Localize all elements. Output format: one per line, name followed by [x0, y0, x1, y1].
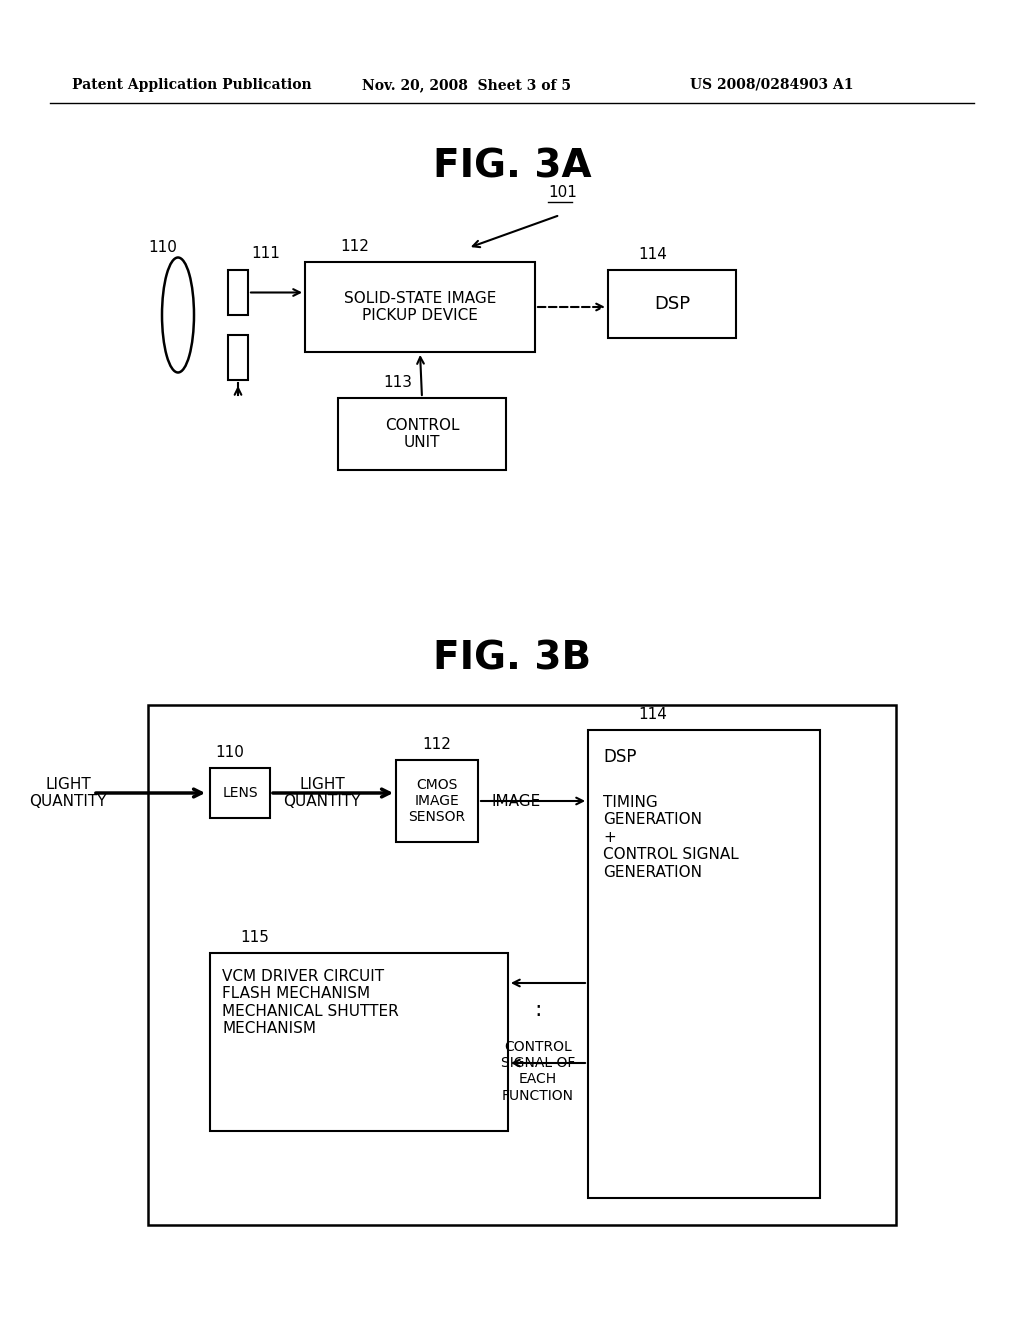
Text: Nov. 20, 2008  Sheet 3 of 5: Nov. 20, 2008 Sheet 3 of 5 [362, 78, 571, 92]
Text: 101: 101 [548, 185, 577, 201]
Bar [228, 271, 248, 315]
Bar [588, 730, 820, 1199]
Bar [338, 399, 506, 470]
Text: 110: 110 [148, 240, 177, 255]
Bar [210, 953, 508, 1131]
Bar [305, 261, 535, 352]
Text: :: : [535, 1001, 542, 1020]
Text: 112: 112 [423, 737, 452, 752]
Text: FIG. 3A: FIG. 3A [433, 148, 591, 186]
Text: 114: 114 [638, 247, 667, 261]
Bar [148, 705, 896, 1225]
Text: FIG. 3B: FIG. 3B [433, 640, 591, 678]
Text: 111: 111 [251, 246, 280, 261]
Text: 110: 110 [215, 744, 244, 760]
Bar [608, 271, 736, 338]
Text: 113: 113 [383, 375, 412, 389]
Text: TIMING
GENERATION
+
CONTROL SIGNAL
GENERATION: TIMING GENERATION + CONTROL SIGNAL GENER… [603, 795, 738, 879]
Text: Patent Application Publication: Patent Application Publication [72, 78, 311, 92]
Bar [210, 768, 270, 818]
Text: 112: 112 [340, 239, 369, 253]
Text: 114: 114 [638, 708, 667, 722]
Text: LIGHT
QUANTITY: LIGHT QUANTITY [30, 776, 106, 809]
Text: CONTROL
UNIT: CONTROL UNIT [385, 418, 459, 450]
Bar [396, 760, 478, 842]
Text: SOLID-STATE IMAGE
PICKUP DEVICE: SOLID-STATE IMAGE PICKUP DEVICE [344, 290, 497, 323]
Text: LIGHT
QUANTITY: LIGHT QUANTITY [284, 776, 360, 809]
Text: VCM DRIVER CIRCUIT
FLASH MECHANISM
MECHANICAL SHUTTER
MECHANISM: VCM DRIVER CIRCUIT FLASH MECHANISM MECHA… [222, 969, 398, 1036]
Text: 115: 115 [240, 931, 269, 945]
Text: DSP: DSP [654, 294, 690, 313]
Text: DSP: DSP [603, 748, 637, 766]
Text: US 2008/0284903 A1: US 2008/0284903 A1 [690, 78, 853, 92]
Bar [228, 335, 248, 380]
Text: LENS: LENS [222, 785, 258, 800]
Ellipse shape [162, 257, 194, 372]
Text: IMAGE: IMAGE [492, 793, 541, 808]
Text: CONTROL
SIGNAL OF
EACH
FUNCTION: CONTROL SIGNAL OF EACH FUNCTION [501, 1040, 575, 1102]
Text: CMOS
IMAGE
SENSOR: CMOS IMAGE SENSOR [409, 777, 466, 824]
